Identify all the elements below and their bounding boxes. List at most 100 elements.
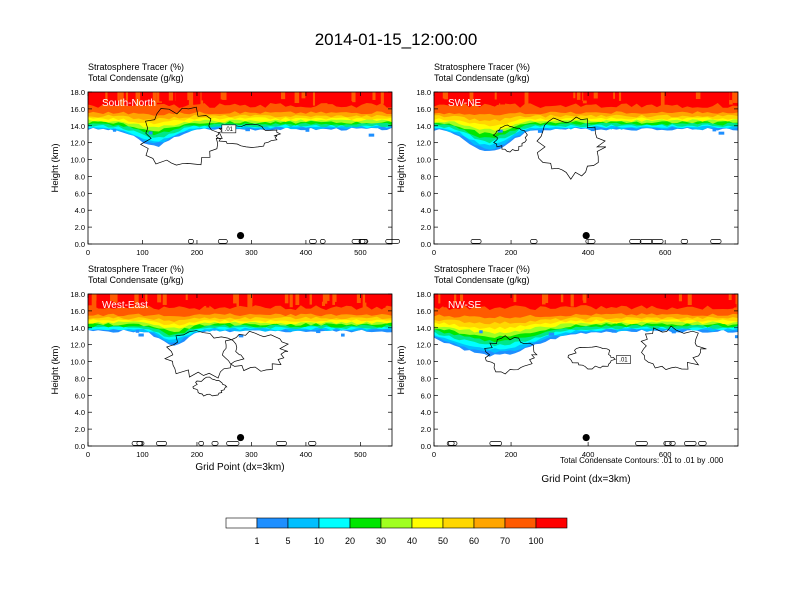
tracer-streak [481,92,484,104]
cloud-contour [640,325,707,370]
y-tick-label: 2.0 [421,223,431,232]
x-axis-label: Grid Point (dx=3km) [195,462,284,473]
tracer-streak [641,92,644,103]
tracer-streak [635,294,640,305]
low-cloud-contour [309,239,317,244]
y-tick-label: 10.0 [70,358,85,367]
cloud-contour [484,335,538,375]
contour-footnote: Total Condensate Contours: .01 to .01 by… [560,456,724,465]
panel-subtitle-1: Stratosphere Tracer (%) [434,62,530,72]
tracer-streak [618,92,622,101]
low-cloud-contour [156,441,167,446]
tracer-blob [138,333,144,337]
tracer-blob [718,131,725,135]
colorbar-label: 100 [528,536,543,546]
y-tick-label: 16.0 [70,105,85,114]
y-tick-label: 4.0 [75,408,85,417]
tracer-streak [206,294,210,308]
y-tick-label: 4.0 [421,206,431,215]
tracer-streak [583,294,587,303]
tracer-blob [734,335,738,339]
y-tick-label: 18.0 [70,290,85,299]
tracer-streak [469,92,474,101]
tracer-blob [671,330,676,334]
tracer-streak [366,294,369,304]
low-cloud-contour [470,239,482,244]
y-tick-label: 16.0 [416,307,431,316]
low-cloud-contour [198,441,204,446]
y-tick-label: 10.0 [416,358,431,367]
tracer-blob [548,332,555,336]
y-tick-label: 10.0 [70,156,85,165]
tracer-streak [492,92,497,100]
tracer-streak [380,92,384,104]
colorbar: 1 5 10 20 30 40 50 60 70 100 [225,517,568,546]
tracer-streak [281,92,286,100]
tracer-streak [214,92,219,100]
tracer-streak [543,294,549,303]
tracer-streak [444,92,448,100]
panel-0: Stratosphere Tracer (%)Total Condensate … [50,62,401,257]
tracer-streak [560,294,564,303]
tracer-streak [201,92,205,101]
tracer-streak [168,92,174,101]
y-tick-label: 8.0 [75,172,85,181]
contour-label: .01 [225,127,234,133]
colorbar-label: 50 [438,536,448,546]
cloud-contour [164,330,245,379]
tracer-streak [107,92,111,100]
contour-label: .01 [619,358,628,364]
tracer-streak [614,92,619,103]
tracer-streak [476,294,479,301]
tracer-streak [499,92,503,99]
tracer-streak [668,294,672,305]
tracer-streak [594,294,598,304]
y-tick-label: 6.0 [75,189,85,198]
tracer-streak [583,92,588,101]
tracer-streak [119,294,122,307]
tracer-streak [372,92,376,100]
tracer-streak [301,92,306,99]
tracer-streak [185,92,189,103]
x-tick-label: 400 [582,450,595,459]
panel-label: West-East [102,300,148,311]
tracer-streak [573,92,576,99]
tracer-streak [731,294,736,304]
colorbar-box [411,517,444,529]
cloud-contour [536,116,607,180]
low-cloud-contour [585,239,596,244]
colorbar-box [473,517,506,529]
tracer-blob [368,133,375,137]
colorbar-box [318,517,351,529]
x-tick-label: 0 [432,248,436,257]
tracer-streak [185,294,188,301]
tracer-streak [327,92,333,105]
tracer-streak [332,294,337,302]
low-cloud-contour [211,441,219,446]
tracer-streak [178,92,181,106]
y-axis-label: Height (km) [50,345,61,394]
cloud-contour [492,124,528,153]
tracer-streak [117,92,120,101]
tracer-streak [683,92,689,106]
y-tick-label: 18.0 [416,290,431,299]
x-axis-label: Grid Point (dx=3km) [541,474,630,485]
panel-subtitle-1: Stratosphere Tracer (%) [434,264,530,274]
x-tick-label: 200 [191,450,204,459]
contour-label-box [221,124,237,134]
x-tick-label: 200 [191,248,204,257]
tracer-streak [173,92,176,103]
tracer-streak [688,92,691,106]
y-tick-label: 12.0 [70,139,85,148]
tracer-streak [340,294,346,303]
y-tick-label: 6.0 [421,189,431,198]
tracer-field [434,294,738,357]
panel-1: Stratosphere Tracer (%)Total Condensate … [396,62,739,257]
x-tick-label: 300 [245,248,258,257]
tracer-streak [728,294,734,301]
panel-label: South-North [102,98,156,109]
panel-subtitle-2: Total Condensate (g/kg) [434,73,530,83]
colorbar-box [225,517,258,529]
tracer-streak [612,92,617,99]
location-marker [582,433,590,442]
